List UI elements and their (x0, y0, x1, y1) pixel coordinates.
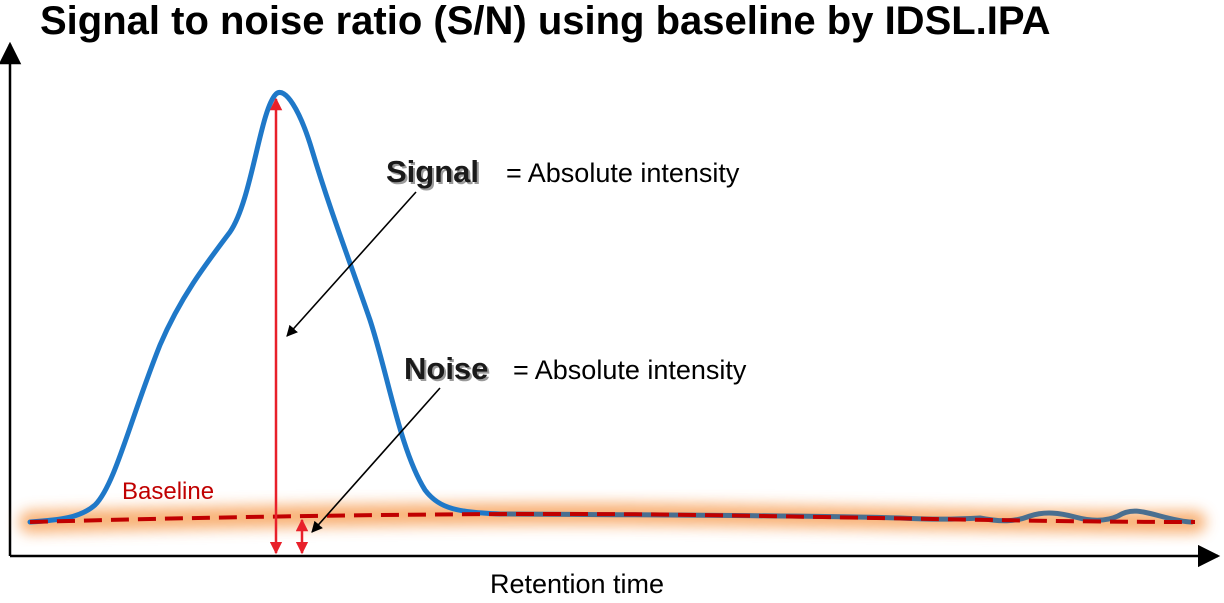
x-axis-label: Retention time (490, 569, 664, 599)
baseline-label: Baseline (122, 478, 214, 505)
chromatogram-tail (497, 508, 1195, 525)
signal-definition: = Absolute intensity (506, 158, 740, 188)
noise-definition: = Absolute intensity (513, 355, 747, 385)
noise-term: Noise (404, 351, 488, 386)
noise-pointer-arrow (311, 387, 441, 533)
chromatogram-peak (27, 90, 503, 525)
diagram-title: Signal to noise ratio (S/N) using baseli… (40, 0, 1051, 43)
noise-term-shadow: Noise (406, 353, 490, 388)
signal-term: Signal (386, 154, 479, 189)
signal-term-shadow: Signal (388, 156, 481, 191)
signal-pointer-arrow (286, 191, 417, 337)
baseline-line (29, 511, 1196, 524)
